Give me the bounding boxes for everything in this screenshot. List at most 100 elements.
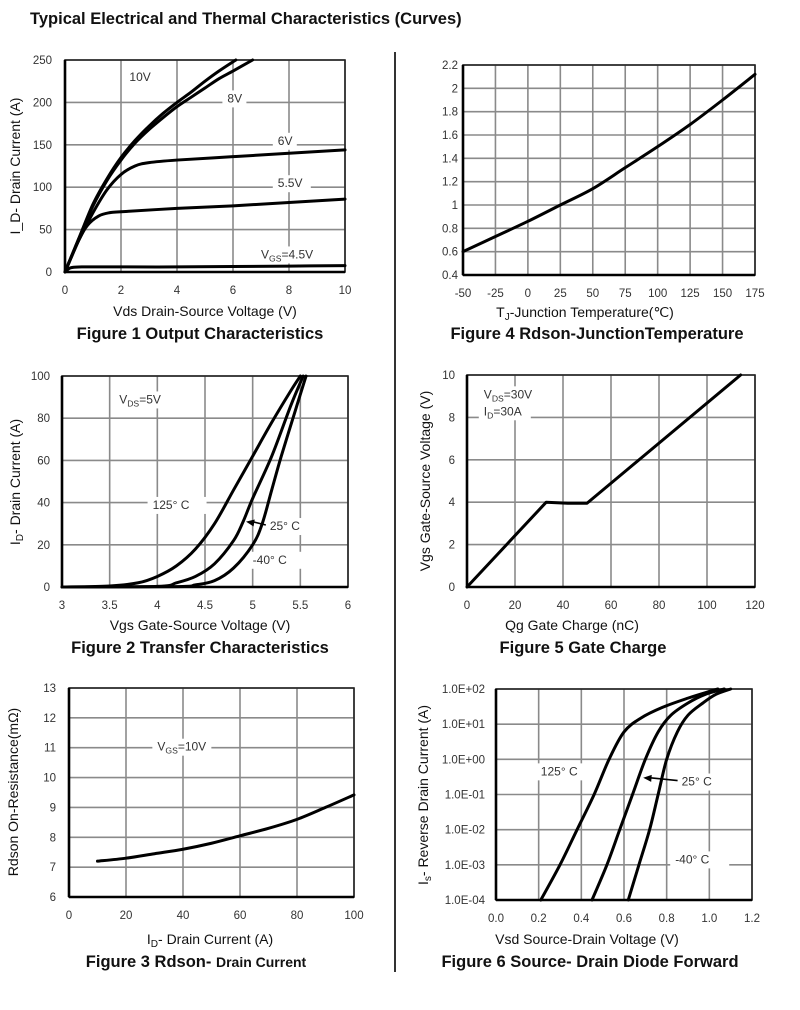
x-tick-label: 2 (118, 285, 124, 297)
fig3-plot-frame (68, 687, 355, 898)
y-tick-label: 1 (452, 200, 458, 212)
y-axis-label-sub: D (15, 534, 26, 541)
annotation-bg (264, 518, 317, 536)
x-tick-label: 0.4 (573, 913, 590, 925)
x-tick-label: 8 (286, 285, 292, 297)
fig4-grid (462, 64, 756, 276)
annotation-label-sub: GS (165, 746, 178, 756)
annotation-label-main: V (261, 247, 269, 261)
x-axis-label-main: T (496, 304, 505, 320)
y-axis-label: Is- Reverse Drain Current (A) (415, 705, 434, 885)
x-tick-label: 0.6 (616, 913, 632, 925)
y-tick-label: 13 (43, 683, 56, 695)
annotation-label-sub: D (487, 410, 493, 420)
annotation-bg (247, 551, 307, 569)
annotation-bg (535, 763, 595, 781)
x-tick-label: 20 (509, 600, 522, 612)
x-tick-label: 6 (345, 600, 351, 612)
x-tick-label: 80 (653, 600, 666, 612)
x-tick-label: 1.2 (744, 913, 760, 925)
y-axis-label-sub: s (423, 876, 434, 881)
fig1-plot-frame (64, 59, 346, 273)
x-tick-label: 0 (464, 600, 470, 612)
annotation-label: VGS=4.5V (261, 247, 313, 263)
x-tick-label: 6 (230, 285, 236, 297)
y-tick-label: 6 (449, 455, 455, 467)
figure-caption: Figure 1 Output Characteristics (77, 325, 324, 343)
x-tick-label: 1.0 (701, 913, 717, 925)
y-tick-label: 0 (46, 267, 52, 279)
x-tick-label: 100 (344, 910, 363, 922)
series-line (60, 374, 308, 589)
annotation-bg (272, 132, 297, 150)
y-axis-label: ID- Drain Current (A) (7, 419, 26, 545)
x-tick-label: 120 (745, 600, 764, 612)
annotation-bg (272, 175, 311, 193)
annotation-label: 5.5V (278, 176, 303, 190)
fig4-plot-frame (462, 64, 756, 276)
x-tick-label: 125 (681, 288, 700, 300)
series-line (539, 687, 720, 902)
annotation-label: VDS=5V (119, 392, 161, 408)
y-tick-label: 1.4 (442, 153, 459, 165)
annotation-bg (147, 496, 207, 514)
fig1-grid (64, 59, 346, 273)
x-axis-label: Vsd Source-Drain Voltage (V) (495, 931, 679, 947)
annotation-label: 6V (278, 134, 293, 148)
x-tick-label: 3 (59, 600, 65, 612)
y-tick-label: 150 (33, 140, 52, 152)
annotation-label-main: V (119, 392, 127, 406)
annotation-bg (124, 69, 156, 87)
annotation-label: 8V (227, 91, 242, 105)
x-axis-label-sub: D (151, 939, 158, 950)
annotation-bg (478, 386, 538, 404)
x-tick-label: 10 (339, 285, 352, 297)
y-tick-label: 0 (44, 582, 50, 594)
annotation-label-sub: GS (269, 253, 282, 263)
annotation-label-main: V (157, 740, 165, 754)
y-tick-label: 250 (33, 55, 52, 67)
x-axis-label: TJ-Junction Temperature(℃) (496, 304, 674, 323)
x-tick-label: 0.2 (531, 913, 547, 925)
annotation-label-rest: =30A (493, 404, 521, 418)
annotation-label: 10V (129, 70, 150, 84)
y-tick-label: 2 (449, 540, 455, 552)
y-tick-label: 4 (449, 497, 456, 509)
annotation-bg (676, 773, 729, 791)
annotation-label: VGS=10V (157, 740, 206, 756)
annotation-bg (256, 246, 322, 264)
annotation-label-rest: =30V (504, 387, 532, 401)
y-tick-label: 7 (50, 862, 56, 874)
x-tick-label: 50 (586, 288, 599, 300)
y-tick-label: 1.0E+00 (442, 754, 485, 766)
fig3-grid (68, 687, 355, 898)
annotation-label-sub: DS (492, 393, 504, 403)
series-line (63, 197, 347, 274)
y-axis-label-rest: - Reverse Drain Current (A) (415, 705, 431, 876)
series-line (590, 687, 726, 902)
x-axis-label: ID- Drain Current (A) (147, 931, 273, 950)
x-tick-label: 0 (62, 285, 68, 297)
x-tick-label: 0.8 (659, 913, 675, 925)
x-tick-label: 0 (525, 288, 531, 300)
x-axis-label-main: I (147, 931, 151, 947)
y-tick-label: 8 (50, 832, 56, 844)
annotation-label: ID=30A (484, 404, 522, 420)
x-tick-label: 75 (619, 288, 632, 300)
y-tick-label: 1.0E-03 (445, 860, 485, 872)
figure-caption: Figure 6 Source- Drain Diode Forward (441, 953, 738, 971)
y-tick-label: 1.0E-01 (445, 790, 485, 802)
figure-caption: Figure 4 Rdson-JunctionTemperature (450, 325, 743, 343)
x-tick-label: 60 (234, 910, 247, 922)
fig6-chart: 0.0 0.2 0.4 0.6 0.8 1.0 1.2 1.0E-04 1.0E-03 1.0E-… (415, 684, 760, 971)
y-tick-label: 0.8 (442, 223, 458, 235)
series-line (63, 58, 255, 274)
y-tick-label: 1.2 (442, 177, 458, 189)
series-line (96, 793, 356, 863)
y-tick-label: 80 (37, 413, 50, 425)
y-tick-label: 1.0E-02 (445, 825, 485, 837)
annotation-label: -40° C (253, 553, 287, 567)
annotation-label: 25° C (270, 519, 300, 533)
annotation-label: 25° C (682, 775, 712, 789)
x-axis-label: Qg Gate Charge (nC) (505, 617, 639, 633)
